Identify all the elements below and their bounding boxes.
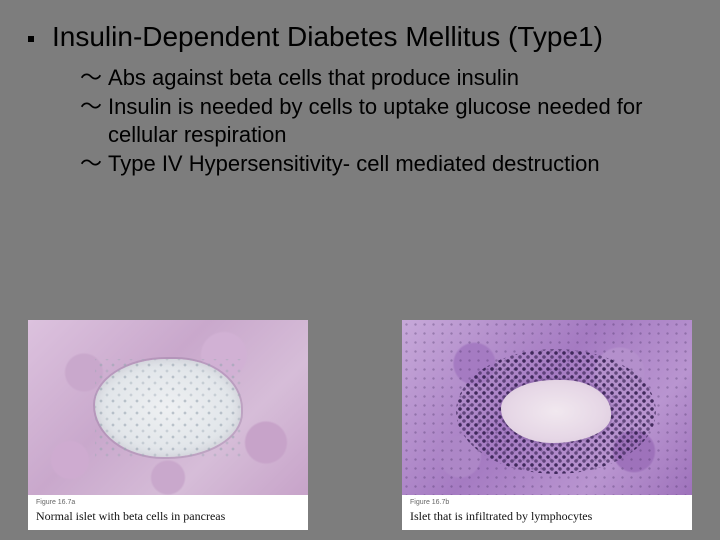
- subpoint-text: Insulin is needed by cells to uptake glu…: [108, 93, 692, 148]
- list-item: ～ Type IV Hypersensitivity- cell mediate…: [80, 150, 692, 178]
- islet-shape-icon: [95, 359, 241, 457]
- micrograph-infiltrated-islet: [402, 320, 692, 495]
- subpoints-list: ～ Abs against beta cells that produce in…: [80, 64, 692, 178]
- subpoint-text: Type IV Hypersensitivity- cell mediated …: [108, 150, 600, 178]
- tilde-bullet-icon: ～: [80, 150, 102, 178]
- list-item: ～ Abs against beta cells that produce in…: [80, 64, 692, 92]
- list-item: ～ Insulin is needed by cells to uptake g…: [80, 93, 692, 148]
- subpoint-text: Abs against beta cells that produce insu…: [108, 64, 519, 92]
- figure-right: Figure 16.7b Islet that is infiltrated b…: [402, 320, 692, 530]
- figure-left: Figure 16.7a Normal islet with beta cell…: [28, 320, 308, 530]
- micrograph-normal-islet: [28, 320, 308, 495]
- tilde-bullet-icon: ～: [80, 64, 102, 92]
- figure-caption: Normal islet with beta cells in pancreas: [36, 509, 300, 524]
- title-row: Insulin-Dependent Diabetes Mellitus (Typ…: [28, 20, 692, 54]
- bullet-icon: [28, 36, 34, 42]
- slide-title: Insulin-Dependent Diabetes Mellitus (Typ…: [52, 20, 603, 54]
- caption-area: Figure 16.7a Normal islet with beta cell…: [28, 495, 308, 530]
- figures-row: Figure 16.7a Normal islet with beta cell…: [28, 320, 692, 530]
- figure-label: Figure 16.7a: [36, 499, 300, 507]
- slide: Insulin-Dependent Diabetes Mellitus (Typ…: [0, 0, 720, 540]
- figure-caption: Islet that is infiltrated by lymphocytes: [410, 509, 684, 524]
- tilde-bullet-icon: ～: [80, 93, 102, 121]
- figure-label: Figure 16.7b: [410, 499, 684, 507]
- caption-area: Figure 16.7b Islet that is infiltrated b…: [402, 495, 692, 530]
- islet-shape-icon: [501, 380, 611, 443]
